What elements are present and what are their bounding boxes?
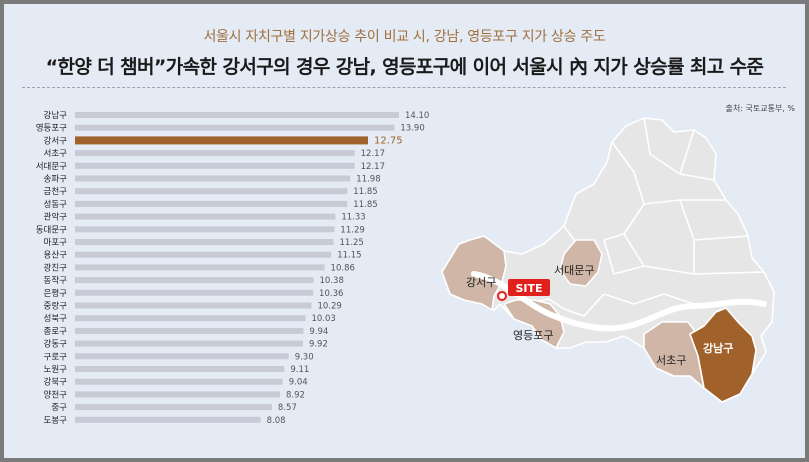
bar — [75, 124, 395, 131]
value-label: 9.30 — [295, 352, 314, 362]
category-label: 영등포구 — [36, 123, 67, 134]
category-label: 성북구 — [44, 314, 68, 324]
map-label-yeongdeungpo: 영등포구 — [513, 329, 553, 342]
infographic-panel: 서울시 자치구별 지가상승 추이 비교 시, 강남, 영등포구 지가 상승 주도… — [4, 4, 805, 458]
bar — [75, 353, 289, 360]
value-label: 11.85 — [353, 200, 377, 210]
bar-highlight — [75, 136, 368, 145]
value-label: 11.85 — [353, 187, 377, 197]
bar — [75, 416, 261, 423]
category-label: 강북구 — [44, 377, 68, 388]
bar — [75, 277, 314, 284]
value-label: 8.92 — [286, 390, 305, 400]
category-label: 관악구 — [44, 212, 68, 223]
value-label: 13.90 — [400, 124, 424, 134]
site-dot — [497, 291, 507, 301]
value-label: 12.17 — [361, 149, 385, 159]
category-label: 동대문구 — [36, 225, 67, 235]
subtitle: 서울시 자치구별 지가상승 추이 비교 시, 강남, 영등포구 지가 상승 주도 — [203, 29, 606, 45]
value-label: 10.03 — [311, 314, 335, 324]
value-label: 9.92 — [309, 340, 328, 350]
bar — [75, 264, 325, 271]
bar — [75, 391, 280, 398]
category-label: 양천구 — [44, 389, 68, 400]
category-label: 강서구 — [44, 135, 68, 146]
bar — [75, 378, 283, 385]
bar — [75, 175, 351, 182]
dashed-divider — [22, 87, 786, 88]
bar — [75, 315, 306, 322]
value-label: 10.86 — [331, 263, 355, 273]
value-label: 9.94 — [309, 327, 328, 337]
category-label: 광진구 — [44, 262, 68, 273]
value-label: 11.33 — [341, 213, 365, 223]
category-label: 중랑구 — [44, 301, 68, 312]
category-label: 강동구 — [44, 339, 68, 350]
bar — [75, 289, 314, 296]
category-label: 종로구 — [44, 327, 68, 337]
bar — [75, 327, 304, 334]
bar — [75, 340, 303, 347]
bar — [75, 188, 348, 195]
value-label: 11.29 — [340, 225, 364, 235]
category-label: 강남구 — [44, 110, 68, 121]
category-label: 송파구 — [44, 175, 68, 185]
category-label: 성동구 — [44, 200, 68, 210]
bar — [75, 200, 348, 207]
category-label: 구로구 — [44, 352, 68, 362]
value-label: 11.98 — [356, 175, 380, 185]
value-label: 12.17 — [361, 162, 385, 172]
category-label: 용산구 — [44, 250, 68, 261]
map-district-seodaemun — [559, 239, 603, 287]
bar — [75, 251, 332, 258]
map-districts — [441, 117, 775, 403]
map-district-gangnam — [689, 307, 757, 403]
category-label: 마포구 — [44, 238, 68, 248]
value-label: 9.11 — [290, 365, 309, 375]
bar — [75, 239, 334, 245]
seoul-district-map: 강서구 서대문구 영등포구 서초구 강남구 SITE — [441, 117, 775, 403]
map-district-borders — [523, 117, 765, 317]
bar — [75, 162, 355, 169]
value-label: 10.36 — [319, 289, 343, 299]
value-label: 10.29 — [317, 302, 341, 312]
bar — [75, 302, 312, 309]
value-label: 14.10 — [405, 111, 429, 121]
site-marker: SITE — [497, 279, 550, 301]
value-label: 8.08 — [267, 416, 286, 426]
value-label: 11.25 — [340, 238, 364, 248]
value-label: 9.04 — [289, 378, 308, 388]
bar — [75, 150, 355, 157]
site-badge — [508, 279, 550, 296]
headline: “한양 더 챔버”가속한 강서구의 경우 강남, 영등포구에 이어 서울시 內 … — [45, 56, 764, 78]
category-label: 동작구 — [44, 275, 68, 286]
category-label: 서대문구 — [36, 162, 67, 172]
site-label: SITE — [515, 282, 542, 295]
category-label: 은평구 — [44, 288, 68, 299]
category-label: 노원구 — [44, 365, 68, 375]
category-label: 서초구 — [44, 149, 68, 159]
bar — [75, 112, 399, 118]
value-label: 12.75 — [374, 135, 403, 146]
map-label-gangnam: 강남구 — [703, 341, 733, 355]
bar — [75, 226, 335, 233]
category-label: 도봉구 — [44, 416, 68, 426]
category-label: 금천구 — [44, 186, 68, 197]
map-label-seocho: 서초구 — [656, 354, 686, 367]
category-label: 중구 — [51, 403, 67, 413]
bar — [75, 213, 336, 220]
bar — [75, 404, 272, 411]
value-label: 11.15 — [337, 251, 361, 261]
bar — [75, 366, 285, 372]
bar-chart: 강남구 14.10 영등포구 13.90 강서구 12.75 서초구 12.17 서대문구 12.… — [36, 110, 430, 426]
value-label: 8.57 — [278, 403, 297, 413]
source-note: 출처: 국토교통부, % — [725, 104, 795, 113]
han-river — [471, 271, 767, 332]
map-label-seodaemun: 서대문구 — [554, 264, 594, 277]
value-label: 10.38 — [320, 276, 344, 286]
map-label-gangseo: 강서구 — [466, 276, 496, 289]
